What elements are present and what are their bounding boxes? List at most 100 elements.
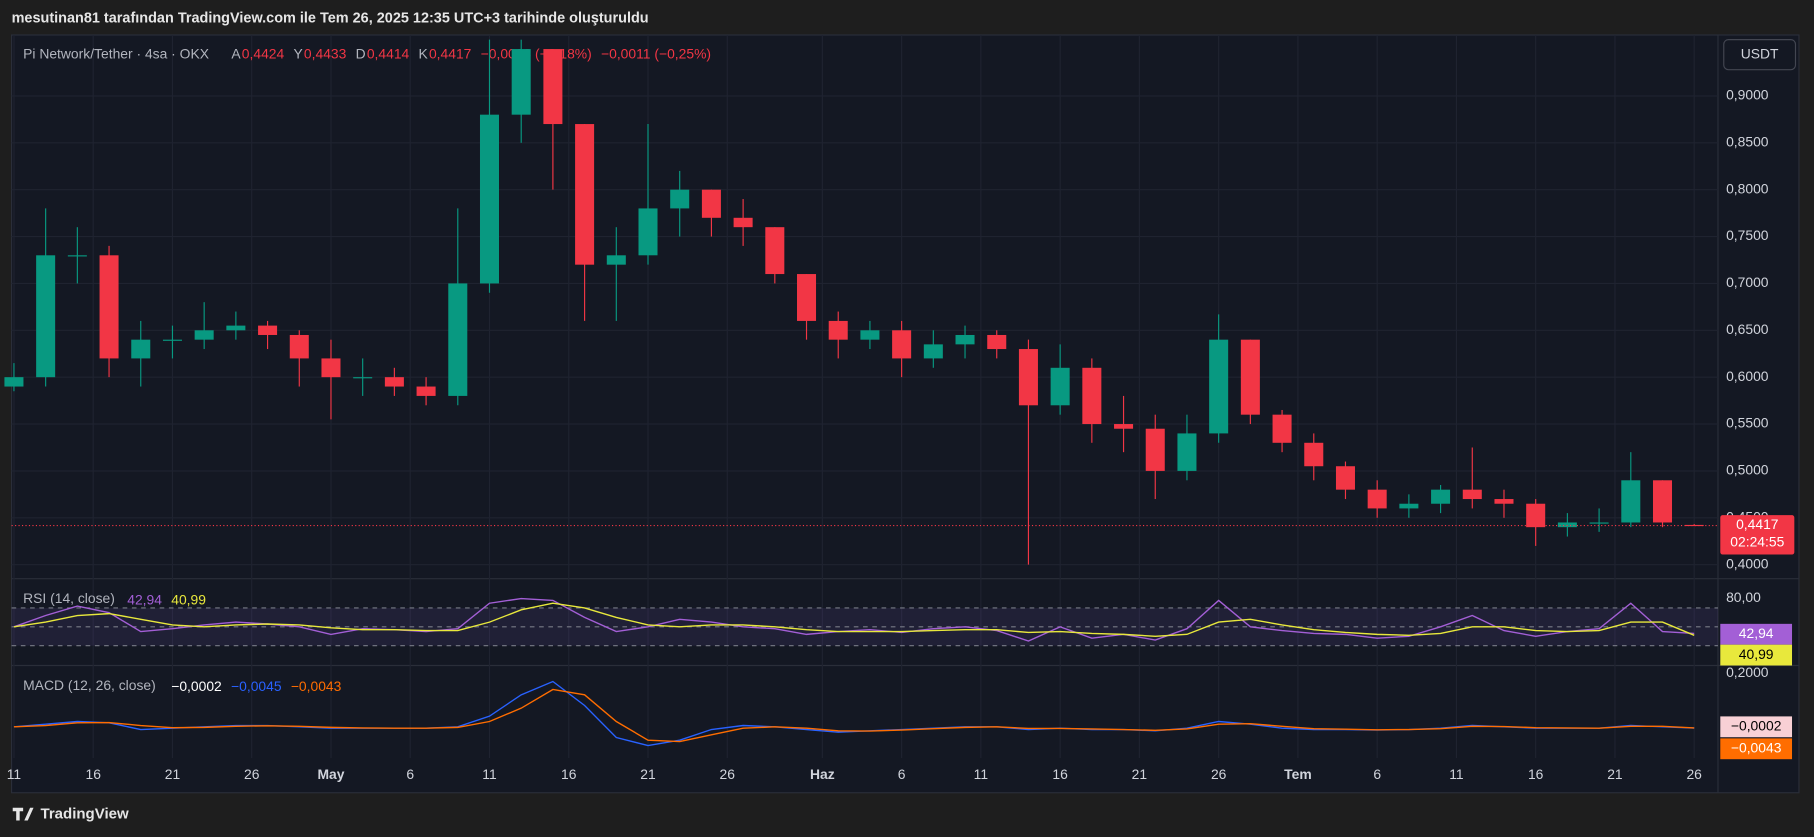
candle-body bbox=[67, 255, 87, 257]
legend-value: 40,99 bbox=[171, 591, 206, 607]
candle-body bbox=[860, 330, 880, 340]
candle-body bbox=[575, 124, 595, 265]
x-tick-label: 6 bbox=[898, 766, 906, 782]
candle-body bbox=[670, 189, 690, 209]
currency-button[interactable] bbox=[1723, 39, 1797, 71]
candle-body bbox=[1304, 442, 1324, 467]
legend-value: 0,4414 bbox=[367, 45, 410, 61]
candle-body bbox=[99, 255, 119, 359]
currency-label[interactable]: USDT bbox=[1741, 45, 1779, 61]
y-tick-label: 0,5000 bbox=[1726, 462, 1769, 478]
chart-area bbox=[10, 34, 1800, 794]
value-tag: −0,0043 bbox=[1731, 739, 1782, 755]
footer-logo: TradingView bbox=[12, 806, 129, 823]
candle-body bbox=[353, 377, 373, 379]
candle-body bbox=[1177, 433, 1197, 471]
x-tick-label: 26 bbox=[720, 766, 736, 782]
x-tick-label: Tem bbox=[1284, 766, 1311, 782]
candle-body bbox=[194, 330, 214, 340]
legend-value: −0,0045 bbox=[231, 678, 282, 694]
footer-brand: TradingView bbox=[40, 806, 128, 823]
candle-body bbox=[1240, 339, 1260, 415]
y-tick-label: 80,00 bbox=[1726, 589, 1761, 605]
y-tick-label: 0,9000 bbox=[1726, 87, 1769, 103]
legend-change: −0,0008 (−0,18%) bbox=[481, 45, 592, 61]
candle-body bbox=[797, 274, 817, 321]
y-tick-label: 0,7500 bbox=[1726, 227, 1769, 243]
x-tick-label: 26 bbox=[244, 766, 260, 782]
x-tick-label: 11 bbox=[1449, 766, 1464, 782]
y-tick-label: 0,6500 bbox=[1726, 321, 1769, 337]
candle-body bbox=[384, 377, 404, 387]
value-tag-bg bbox=[1720, 716, 1793, 738]
candle-body bbox=[162, 339, 182, 341]
legend-key: K bbox=[419, 45, 429, 61]
y-tick-label: 0,2000 bbox=[1726, 664, 1769, 680]
candle-body bbox=[987, 334, 1007, 350]
x-tick-label: May bbox=[317, 766, 344, 782]
x-tick-label: 11 bbox=[974, 766, 989, 782]
x-tick-label: Haz bbox=[810, 766, 835, 782]
x-tick-label: 11 bbox=[7, 766, 22, 782]
candle-body bbox=[1114, 424, 1134, 429]
legend-value: −0,0043 bbox=[291, 678, 342, 694]
pane-title: RSI (14, close) bbox=[23, 590, 115, 606]
y-tick-label: 0,8500 bbox=[1726, 133, 1769, 149]
x-tick-label: 16 bbox=[1528, 766, 1544, 782]
candle-body bbox=[1209, 339, 1229, 434]
y-tick-label: 0,6000 bbox=[1726, 368, 1769, 384]
legend-change2: −0,0011 (−0,25%) bbox=[601, 45, 711, 61]
candle-body bbox=[1462, 489, 1482, 500]
value-tag-bg bbox=[1720, 738, 1793, 760]
candle-body bbox=[955, 334, 975, 345]
value-tag: 40,99 bbox=[1739, 646, 1774, 662]
candle-body bbox=[1272, 414, 1292, 443]
series-line bbox=[13, 688, 1695, 743]
candle-body bbox=[606, 255, 626, 265]
x-tick-label: 16 bbox=[1052, 766, 1068, 782]
last-price-label: 0,4417 bbox=[1736, 516, 1779, 532]
candle-body bbox=[892, 330, 912, 359]
candle-body bbox=[1399, 503, 1419, 509]
candle-body bbox=[226, 325, 246, 331]
x-tick-label: 21 bbox=[1607, 766, 1623, 782]
candle-body bbox=[733, 217, 753, 228]
candle-body bbox=[828, 320, 848, 340]
legend-key: Y bbox=[294, 45, 303, 61]
x-tick-label: 21 bbox=[1132, 766, 1148, 782]
pane-title: MACD (12, 26, close) bbox=[23, 677, 156, 693]
x-tick-label: 16 bbox=[85, 766, 101, 782]
candle-body bbox=[1652, 480, 1673, 523]
candle-body bbox=[131, 339, 151, 359]
y-tick-label: 0,4000 bbox=[1726, 555, 1769, 571]
series-line bbox=[13, 602, 1695, 637]
last-price-tag bbox=[1720, 515, 1795, 555]
legend-value: 0,4433 bbox=[304, 45, 347, 61]
candle-body bbox=[289, 334, 309, 359]
candle-body bbox=[321, 358, 341, 378]
x-tick-label: 6 bbox=[1373, 766, 1381, 782]
charts: 11 16 21 26 May 6 11 16 21 26 Haz 6 11 16 21 26 Tem 6 11 16… bbox=[4, 34, 1799, 793]
header-title: mesutinan81 tarafından TradingView.com i… bbox=[12, 11, 649, 27]
legend-histogram: −0,0002 bbox=[171, 678, 222, 694]
candle-body bbox=[479, 114, 500, 284]
x-tick-label: 16 bbox=[561, 766, 577, 782]
candle-body bbox=[416, 386, 436, 396]
x-tick-label: 21 bbox=[640, 766, 656, 782]
candle-body bbox=[1431, 489, 1451, 504]
x-tick-label: 21 bbox=[165, 766, 181, 782]
candle-body bbox=[543, 49, 563, 125]
candle-body bbox=[1684, 524, 1704, 527]
candle-body bbox=[1367, 489, 1387, 509]
candle-body bbox=[638, 208, 658, 256]
candle-body bbox=[1018, 349, 1038, 406]
candle-body bbox=[1494, 499, 1514, 504]
candle-body bbox=[765, 227, 785, 275]
x-tick-label: 26 bbox=[1211, 766, 1227, 782]
legend-value: 0,4417 bbox=[429, 45, 472, 61]
value-tag-bg bbox=[1720, 644, 1793, 666]
legend-key: D bbox=[356, 45, 366, 61]
candle-body bbox=[511, 49, 531, 115]
x-tick-label: 11 bbox=[482, 766, 497, 782]
candle-body bbox=[1082, 367, 1102, 425]
